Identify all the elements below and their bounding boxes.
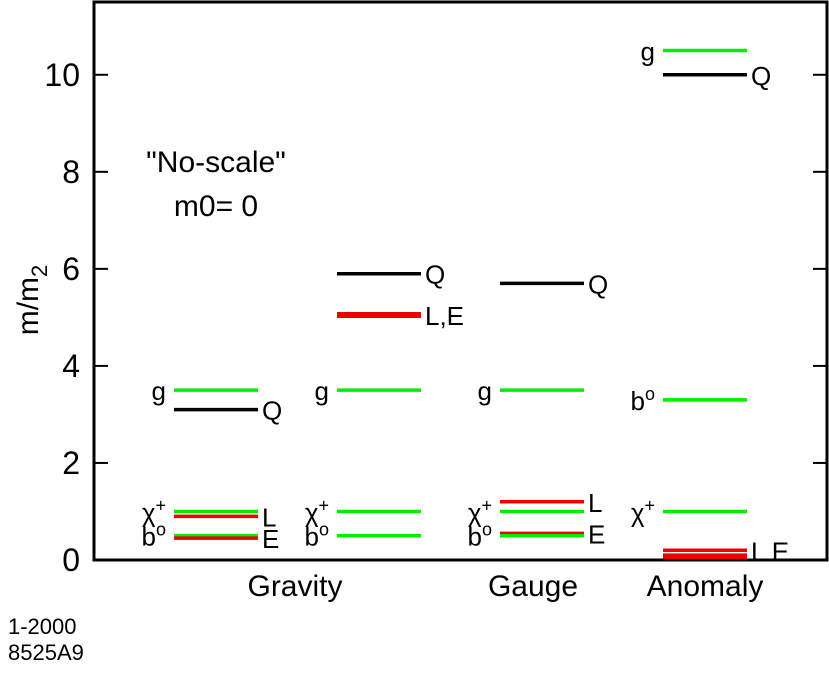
level-label-superscript: o bbox=[482, 520, 492, 540]
y-tick-label: 10 bbox=[44, 57, 80, 93]
level-label-text: L,E bbox=[425, 301, 464, 331]
level-label-superscript: + bbox=[318, 495, 329, 515]
level-label: bo bbox=[142, 520, 166, 552]
level-label: χ+ bbox=[305, 495, 329, 527]
y-axis-label: m/m2 bbox=[12, 265, 52, 336]
footer-date: 1-2000 bbox=[8, 614, 77, 639]
level-label-text: L bbox=[588, 488, 602, 518]
level-label-text: E bbox=[588, 519, 605, 549]
level-label-text: χ bbox=[468, 497, 482, 527]
level-label-text: g bbox=[152, 376, 166, 406]
level-label: χ+ bbox=[468, 495, 492, 527]
level-label-text: χ bbox=[631, 497, 645, 527]
column-label-gravity: Gravity bbox=[247, 570, 342, 603]
level-label: Q bbox=[425, 260, 445, 290]
level-label-text: Q bbox=[751, 61, 771, 91]
level-label: L E bbox=[751, 536, 789, 566]
level-label-superscript: o bbox=[319, 520, 329, 540]
level-label-text: Q bbox=[425, 260, 445, 290]
annotation-line-1: "No-scale" bbox=[146, 146, 286, 179]
level-label: bo bbox=[305, 520, 329, 552]
y-tick-label: 2 bbox=[62, 445, 80, 481]
y-ticks: 0 2 4 6 8 10 bbox=[44, 57, 827, 578]
annotation-line-2: m0= 0 bbox=[174, 190, 258, 223]
y-tick-label: 0 bbox=[62, 542, 80, 578]
level-label-text: E bbox=[262, 524, 279, 554]
y-tick-label: 6 bbox=[62, 251, 80, 287]
level-label: E bbox=[588, 519, 605, 549]
level-label-text: Q bbox=[262, 396, 282, 426]
level-label-superscript: o bbox=[645, 384, 655, 404]
level-label-text: b bbox=[142, 522, 156, 552]
level-label-superscript: + bbox=[481, 495, 492, 515]
level-label: g bbox=[315, 376, 329, 406]
y-tick-label: 4 bbox=[62, 348, 80, 384]
level-label-text: b bbox=[305, 522, 319, 552]
level-label-text: b bbox=[468, 522, 482, 552]
level-label: L bbox=[262, 502, 276, 532]
y-axis-label-subscript: 2 bbox=[27, 265, 52, 277]
level-label-text: χ bbox=[142, 497, 156, 527]
level-label: L,E bbox=[425, 301, 464, 331]
level-label-text: Q bbox=[588, 269, 608, 299]
level-label-superscript: + bbox=[155, 495, 166, 515]
level-label: g bbox=[641, 37, 655, 67]
level-label-text: L E bbox=[751, 536, 789, 566]
column-label-anomaly: Anomaly bbox=[647, 570, 764, 603]
level-label-text: L bbox=[262, 502, 276, 532]
level-label: L bbox=[588, 488, 602, 518]
column-label-gauge: Gauge bbox=[488, 570, 578, 603]
footer-id: 8525A9 bbox=[8, 640, 84, 665]
level-label-text: g bbox=[641, 37, 655, 67]
level-label: Q bbox=[751, 61, 771, 91]
level-label-superscript: o bbox=[156, 520, 166, 540]
level-label: χ+ bbox=[142, 495, 166, 527]
level-label-text: g bbox=[478, 376, 492, 406]
y-tick-label: 8 bbox=[62, 154, 80, 190]
plot-frame bbox=[92, 0, 829, 562]
level-label: χ+ bbox=[631, 495, 655, 527]
level-label: bo bbox=[631, 384, 655, 416]
level-label-text: b bbox=[631, 386, 645, 416]
level-label: g bbox=[478, 376, 492, 406]
level-label-superscript: + bbox=[644, 495, 655, 515]
level-label: Q bbox=[262, 396, 282, 426]
level-label: Q bbox=[588, 269, 608, 299]
level-label: g bbox=[152, 376, 166, 406]
level-label: bo bbox=[468, 520, 492, 552]
level-label-text: g bbox=[315, 376, 329, 406]
level-label-text: χ bbox=[305, 497, 319, 527]
level-label: E bbox=[262, 524, 279, 554]
